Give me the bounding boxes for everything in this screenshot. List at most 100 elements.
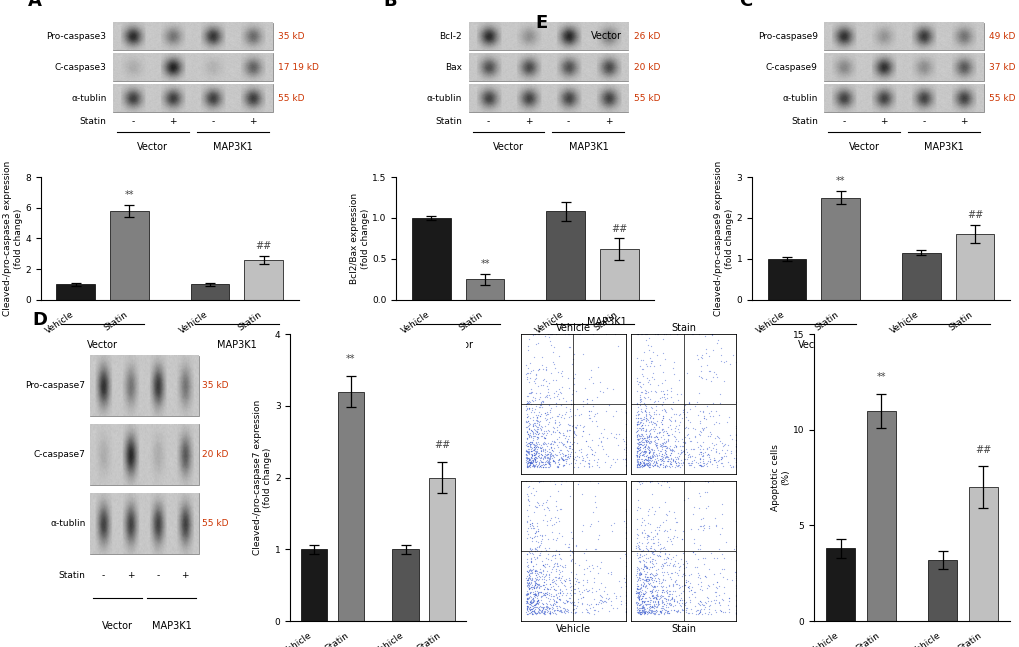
- Point: [520, 446, 536, 457]
- Point: [522, 605, 538, 615]
- Point: [575, 426, 591, 437]
- Point: [720, 596, 737, 606]
- Point: [640, 375, 656, 386]
- Point: [533, 604, 549, 615]
- Point: [545, 596, 561, 606]
- Point: [618, 595, 634, 606]
- Point: [725, 461, 741, 472]
- Point: [566, 410, 582, 420]
- Point: [640, 460, 656, 470]
- Point: [579, 586, 595, 596]
- Point: [684, 451, 700, 461]
- Point: [525, 595, 541, 605]
- Point: [581, 406, 597, 417]
- Point: [587, 586, 603, 597]
- Point: [521, 604, 537, 615]
- Point: [611, 553, 628, 564]
- Point: [633, 446, 649, 457]
- Point: [719, 604, 736, 614]
- Point: [698, 360, 714, 370]
- Point: [527, 609, 543, 619]
- Point: [559, 542, 576, 552]
- Point: [533, 352, 549, 362]
- Point: [636, 426, 652, 436]
- Point: [536, 529, 552, 540]
- Point: [527, 404, 543, 414]
- Point: [528, 598, 544, 609]
- Point: [645, 571, 661, 582]
- Point: [672, 595, 688, 605]
- Point: [542, 429, 558, 439]
- Point: [691, 596, 707, 606]
- Point: [644, 450, 660, 461]
- Point: [525, 427, 541, 437]
- Point: [728, 476, 744, 487]
- Point: [564, 598, 580, 608]
- Point: [536, 607, 552, 617]
- Point: [556, 454, 573, 464]
- Point: [531, 415, 547, 426]
- Text: +: +: [127, 571, 135, 580]
- Point: [631, 381, 647, 391]
- Point: [527, 452, 543, 463]
- Bar: [468, 54, 628, 81]
- Point: [639, 454, 655, 464]
- Point: [649, 395, 665, 406]
- Point: [529, 567, 545, 578]
- Point: [647, 592, 663, 602]
- Point: [609, 340, 626, 351]
- Point: [690, 570, 706, 580]
- Point: [523, 452, 539, 463]
- Point: [637, 444, 653, 455]
- Point: [636, 460, 652, 470]
- Point: [546, 449, 562, 459]
- Point: [674, 526, 690, 536]
- Point: [718, 444, 735, 455]
- Point: [521, 367, 537, 378]
- Text: Vector: Vector: [138, 142, 168, 152]
- Point: [696, 423, 712, 433]
- Point: [638, 450, 654, 461]
- Point: [635, 457, 651, 467]
- Point: [691, 598, 707, 609]
- Point: [644, 356, 660, 367]
- Point: [519, 461, 535, 471]
- Point: [543, 551, 559, 561]
- Point: [604, 411, 621, 421]
- Point: [654, 347, 671, 358]
- Point: [518, 573, 534, 584]
- Point: [648, 350, 664, 360]
- Point: [677, 580, 693, 591]
- Point: [636, 582, 652, 592]
- Point: [536, 454, 552, 464]
- Point: [674, 595, 690, 605]
- Point: [518, 588, 534, 598]
- Point: [532, 538, 548, 549]
- Point: [585, 605, 601, 615]
- Point: [635, 589, 651, 599]
- Point: [544, 591, 560, 601]
- Point: [638, 575, 654, 585]
- Point: [648, 585, 664, 595]
- Point: [713, 594, 730, 604]
- Point: [538, 589, 554, 599]
- Point: [519, 565, 535, 576]
- Point: [544, 455, 560, 465]
- Point: [618, 503, 634, 514]
- Point: [526, 452, 542, 463]
- Point: [519, 573, 535, 583]
- Point: [529, 553, 545, 563]
- Point: [529, 579, 545, 589]
- Point: [640, 575, 656, 585]
- Point: [646, 531, 662, 541]
- Point: [535, 374, 551, 384]
- Text: C-caspase3: C-caspase3: [55, 63, 106, 72]
- Point: [678, 411, 694, 422]
- Point: [657, 426, 674, 437]
- Point: [587, 544, 603, 554]
- Point: [637, 571, 653, 581]
- Point: [704, 372, 720, 382]
- Point: [618, 606, 634, 616]
- Point: [536, 587, 552, 598]
- Point: [656, 441, 673, 452]
